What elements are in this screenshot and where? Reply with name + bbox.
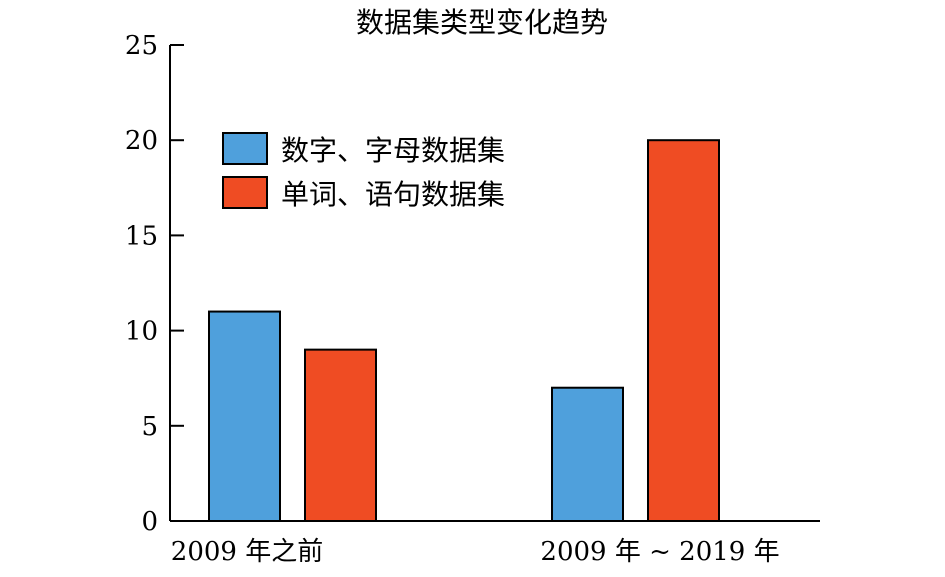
- chart-title: 数据集类型变化趋势: [356, 6, 608, 39]
- legend-label-series-1: 数字、字母数据集: [281, 134, 505, 167]
- y-tick-label: 20: [125, 126, 158, 156]
- y-tick-label: 15: [125, 221, 158, 251]
- legend-label-series-2: 单词、语句数据集: [281, 178, 505, 211]
- bar-1-2: [551, 386, 624, 522]
- bar-2-1: [304, 348, 377, 523]
- category-labels: 2009 年之前 2009 年 ~ 2019 年: [171, 537, 780, 567]
- y-tick-label: 5: [141, 412, 158, 442]
- legend: 数字、字母数据集 单词、语句数据集: [222, 132, 505, 211]
- legend-swatch-series-2: [222, 176, 268, 209]
- x-category-label: 2009 年 ~ 2019 年: [540, 537, 779, 567]
- legend-swatch-series-1: [222, 132, 268, 165]
- y-tick-label: 0: [141, 507, 158, 537]
- x-category-label: 2009 年之前: [171, 537, 323, 567]
- bar-2-2: [647, 139, 720, 522]
- bars: [208, 139, 720, 523]
- bar-1-1: [208, 310, 281, 522]
- y-tick-label: 10: [125, 317, 158, 347]
- y-tick-label: 25: [125, 31, 158, 61]
